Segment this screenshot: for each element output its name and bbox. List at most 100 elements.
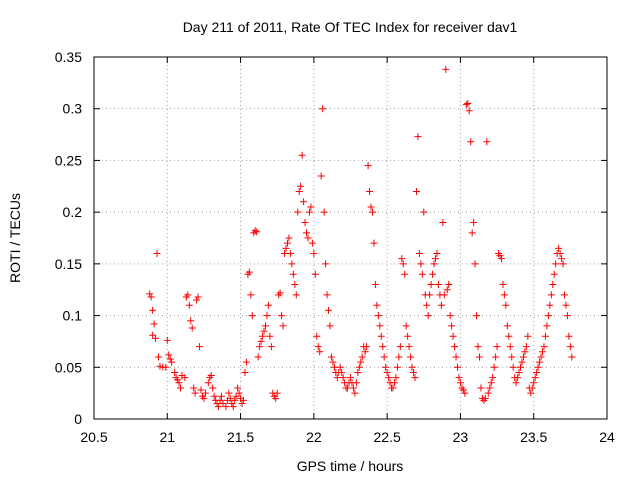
data-point (298, 151, 306, 159)
data-point (536, 358, 544, 366)
data-point (465, 107, 473, 115)
data-point (502, 301, 510, 309)
data-point (235, 389, 243, 397)
data-point (395, 353, 403, 361)
data-point (563, 312, 571, 320)
data-point (437, 301, 445, 309)
data-point (196, 343, 204, 351)
data-point (559, 260, 567, 268)
data-point (166, 355, 174, 363)
axis-ticks (93, 56, 608, 420)
data-point (379, 343, 387, 351)
data-point (518, 358, 526, 366)
x-tick-label: 20.5 (80, 429, 107, 445)
data-point (333, 374, 341, 382)
data-point (370, 239, 378, 247)
data-point (558, 255, 566, 263)
data-point (281, 250, 289, 258)
data-point (508, 353, 516, 361)
y-tick-label: 0.3 (63, 101, 83, 117)
data-point (201, 389, 209, 397)
data-point (188, 324, 196, 332)
data-point (175, 379, 183, 387)
x-axis-label: GPS time / hours (297, 458, 404, 474)
data-point (260, 327, 268, 335)
data-point (412, 187, 420, 195)
data-point (434, 281, 442, 289)
y-tick-label: 0.2 (63, 204, 83, 220)
data-point (497, 255, 505, 263)
data-point (527, 389, 535, 397)
data-point (512, 379, 520, 387)
data-point (156, 362, 164, 370)
data-point (297, 182, 305, 190)
data-point (229, 403, 237, 411)
data-point (364, 162, 372, 170)
data-point (509, 363, 517, 371)
data-point (193, 296, 201, 304)
data-point (279, 322, 287, 330)
data-point (486, 384, 494, 392)
data-point (317, 172, 325, 180)
data-point (336, 363, 344, 371)
data-point (455, 374, 463, 382)
data-point (207, 372, 215, 380)
data-point (232, 392, 240, 400)
data-point (477, 384, 485, 392)
data-point (301, 218, 309, 226)
data-point (149, 331, 157, 339)
data-point (259, 332, 267, 340)
data-point (263, 312, 271, 320)
data-point (352, 379, 360, 387)
data-point (146, 290, 154, 298)
data-point (242, 358, 250, 366)
data-point (286, 250, 294, 258)
data-point (200, 394, 208, 402)
data-point (415, 250, 423, 258)
data-point (153, 250, 161, 258)
data-point (213, 399, 221, 407)
x-tick-labels: 20.5 21 21.5 22 22.5 23 23.5 24 (80, 429, 615, 445)
data-point (459, 386, 467, 394)
data-point (184, 291, 192, 299)
data-point (347, 374, 354, 382)
data-point (231, 396, 239, 404)
data-point (194, 293, 202, 301)
data-point (204, 379, 212, 387)
data-point (355, 363, 363, 371)
data-point (261, 322, 269, 330)
data-point (544, 312, 552, 320)
data-point (168, 358, 176, 366)
data-point (534, 363, 542, 371)
data-point (357, 358, 365, 366)
data-point (222, 403, 230, 411)
grid-lines (94, 57, 607, 419)
data-point (314, 343, 322, 351)
y-tick-labels: 0 0.05 0.1 0.15 0.2 0.25 0.3 0.35 (55, 49, 82, 427)
data-point (330, 363, 338, 371)
data-point (500, 291, 508, 299)
x-tick-label: 22.5 (374, 429, 401, 445)
data-point (560, 291, 568, 299)
y-tick-label: 0 (74, 411, 82, 427)
data-point (487, 379, 495, 387)
data-point (414, 133, 422, 141)
data-point (471, 260, 479, 268)
data-point (418, 270, 426, 278)
data-point (176, 384, 184, 392)
data-point (152, 334, 160, 342)
data-point (453, 363, 461, 371)
data-point (448, 322, 456, 330)
data-point (496, 252, 504, 260)
y-axis-label: ROTI / TECUs (7, 193, 23, 283)
data-point (528, 384, 536, 392)
data-point (248, 312, 256, 320)
data-point (288, 260, 296, 268)
data-point (503, 322, 511, 330)
data-point (325, 306, 333, 314)
data-point (402, 322, 410, 330)
data-point (521, 348, 529, 356)
data-point (256, 343, 264, 351)
data-point (197, 386, 205, 394)
data-point (385, 374, 393, 382)
